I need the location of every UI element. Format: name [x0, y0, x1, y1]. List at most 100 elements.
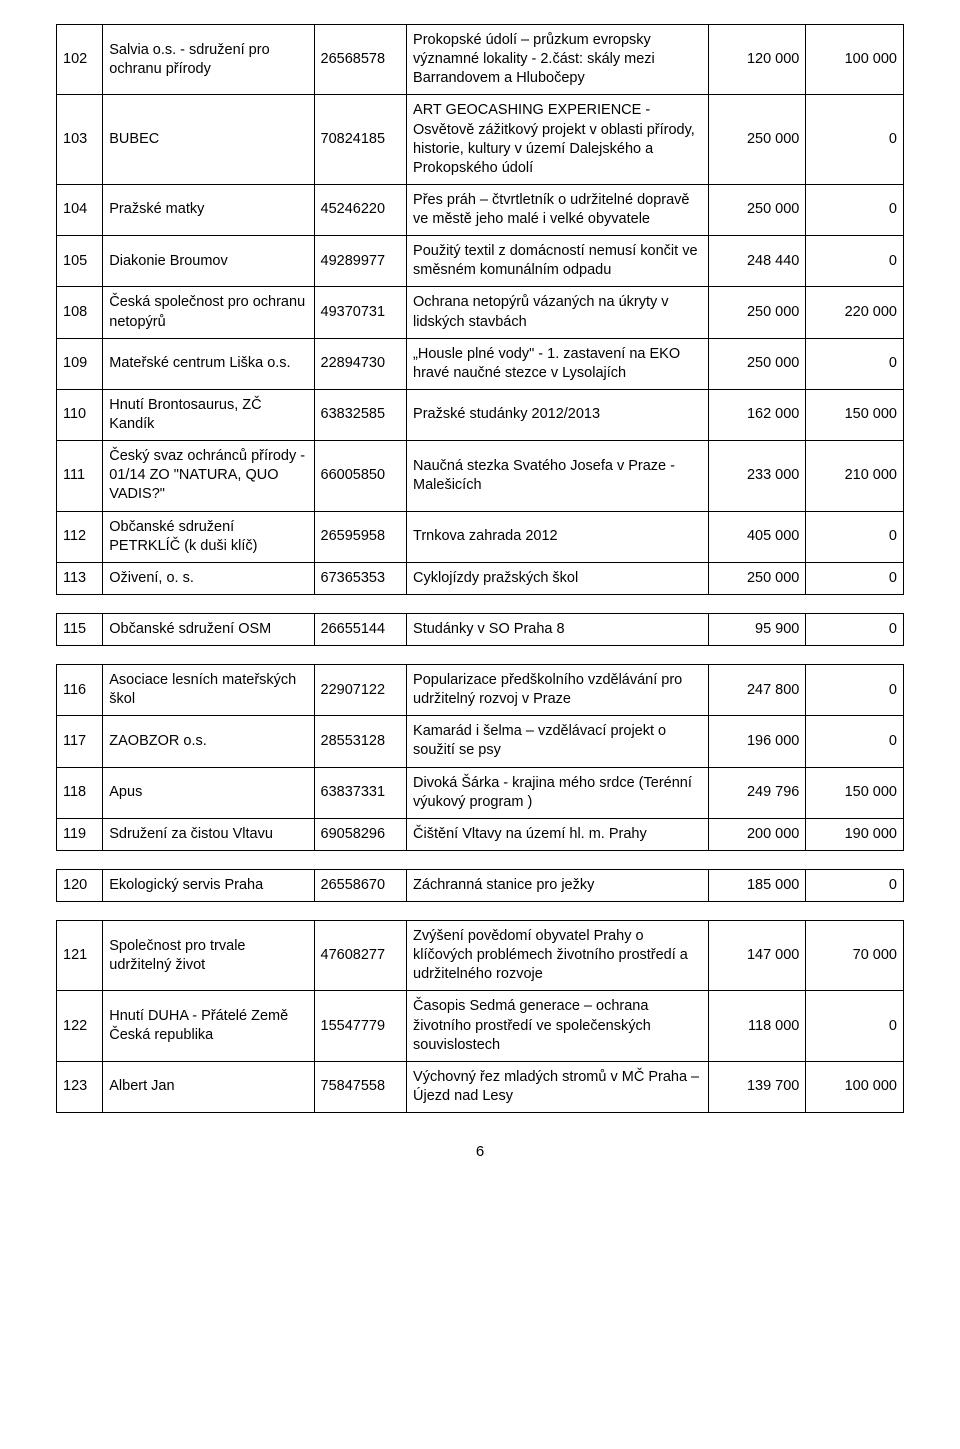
row-desc: Popularizace předškolního vzdělávání pro…	[407, 665, 709, 716]
row-name: Česká společnost pro ochranu netopýrů	[103, 287, 314, 338]
row-amount-1: 196 000	[708, 716, 806, 767]
row-desc: Trnkova zahrada 2012	[407, 511, 709, 562]
row-ic: 15547779	[314, 991, 407, 1061]
row-amount-2: 150 000	[806, 389, 904, 440]
table-row: 111Český svaz ochránců přírody - 01/14 Z…	[57, 441, 904, 511]
spacer-cell	[57, 902, 904, 921]
row-amount-1: 248 440	[708, 236, 806, 287]
row-amount-2: 70 000	[806, 921, 904, 991]
row-desc: Přes práh – čtvrtletník o udržitelné dop…	[407, 184, 709, 235]
row-number: 112	[57, 511, 103, 562]
row-name: Apus	[103, 767, 314, 818]
row-amount-1: 200 000	[708, 818, 806, 850]
table-row: 113Oživení, o. s.67365353Cyklojízdy praž…	[57, 562, 904, 594]
row-amount-1: 405 000	[708, 511, 806, 562]
row-number: 109	[57, 338, 103, 389]
row-desc: Cyklojízdy pražských škol	[407, 562, 709, 594]
row-desc: Použitý textil z domácností nemusí konči…	[407, 236, 709, 287]
table-row: 115Občanské sdružení OSM26655144Studánky…	[57, 613, 904, 645]
row-amount-1: 95 900	[708, 613, 806, 645]
row-ic: 26568578	[314, 25, 407, 95]
row-desc: Pražské studánky 2012/2013	[407, 389, 709, 440]
table-spacer	[57, 850, 904, 869]
row-name: Občanské sdružení PETRKLÍČ (k duši klíč)	[103, 511, 314, 562]
row-name: Český svaz ochránců přírody - 01/14 ZO "…	[103, 441, 314, 511]
row-ic: 49370731	[314, 287, 407, 338]
table-spacer	[57, 902, 904, 921]
table-row: 121Společnost pro trvale udržitelný živo…	[57, 921, 904, 991]
row-number: 111	[57, 441, 103, 511]
row-amount-1: 185 000	[708, 869, 806, 901]
row-ic: 22907122	[314, 665, 407, 716]
row-desc: Výchovný řez mladých stromů v MČ Praha –…	[407, 1061, 709, 1112]
row-name: Hnutí Brontosaurus, ZČ Kandík	[103, 389, 314, 440]
row-name: Asociace lesních mateřských škol	[103, 665, 314, 716]
row-ic: 67365353	[314, 562, 407, 594]
row-amount-1: 147 000	[708, 921, 806, 991]
row-amount-1: 250 000	[708, 562, 806, 594]
row-desc: Divoká Šárka - krajina mého srdce (Terén…	[407, 767, 709, 818]
row-amount-1: 120 000	[708, 25, 806, 95]
table-row: 103BUBEC70824185ART GEOCASHING EXPERIENC…	[57, 95, 904, 185]
row-desc: Naučná stezka Svatého Josefa v Praze - M…	[407, 441, 709, 511]
row-ic: 49289977	[314, 236, 407, 287]
row-amount-2: 0	[806, 236, 904, 287]
page: 102Salvia o.s. - sdružení pro ochranu př…	[0, 0, 960, 1449]
table-row: 120Ekologický servis Praha26558670Záchra…	[57, 869, 904, 901]
row-amount-2: 190 000	[806, 818, 904, 850]
row-number: 120	[57, 869, 103, 901]
row-number: 110	[57, 389, 103, 440]
row-ic: 26595958	[314, 511, 407, 562]
table-row: 109Mateřské centrum Liška o.s.22894730„H…	[57, 338, 904, 389]
row-name: BUBEC	[103, 95, 314, 185]
row-number: 118	[57, 767, 103, 818]
row-amount-2: 0	[806, 511, 904, 562]
row-desc: Zvýšení povědomí obyvatel Prahy o klíčov…	[407, 921, 709, 991]
row-amount-2: 0	[806, 665, 904, 716]
row-amount-1: 139 700	[708, 1061, 806, 1112]
row-desc: Časopis Sedmá generace – ochrana životní…	[407, 991, 709, 1061]
table-row: 116Asociace lesních mateřských škol22907…	[57, 665, 904, 716]
row-amount-1: 250 000	[708, 184, 806, 235]
row-number: 123	[57, 1061, 103, 1112]
row-name: Mateřské centrum Liška o.s.	[103, 338, 314, 389]
row-amount-1: 118 000	[708, 991, 806, 1061]
page-number: 6	[56, 1113, 904, 1170]
row-ic: 28553128	[314, 716, 407, 767]
table-row: 122Hnutí DUHA - Přátelé Země Česká repub…	[57, 991, 904, 1061]
row-number: 117	[57, 716, 103, 767]
spacer-cell	[57, 646, 904, 665]
row-amount-2: 220 000	[806, 287, 904, 338]
row-amount-2: 0	[806, 338, 904, 389]
row-name: Ekologický servis Praha	[103, 869, 314, 901]
table-row: 108Česká společnost pro ochranu netopýrů…	[57, 287, 904, 338]
row-amount-2: 0	[806, 95, 904, 185]
row-desc: „Housle plné vody" - 1. zastavení na EKO…	[407, 338, 709, 389]
table-row: 117ZAOBZOR o.s.28553128Kamarád i šelma –…	[57, 716, 904, 767]
row-desc: Ochrana netopýrů vázaných na úkryty v li…	[407, 287, 709, 338]
row-amount-2: 0	[806, 562, 904, 594]
table-row: 112Občanské sdružení PETRKLÍČ (k duši kl…	[57, 511, 904, 562]
row-amount-1: 162 000	[708, 389, 806, 440]
row-ic: 22894730	[314, 338, 407, 389]
row-number: 103	[57, 95, 103, 185]
row-desc: Kamarád i šelma – vzdělávací projekt o s…	[407, 716, 709, 767]
row-number: 122	[57, 991, 103, 1061]
row-name: Oživení, o. s.	[103, 562, 314, 594]
row-amount-2: 0	[806, 869, 904, 901]
table-row: 123Albert Jan75847558Výchovný řez mladýc…	[57, 1061, 904, 1112]
table-row: 118Apus63837331Divoká Šárka - krajina mé…	[57, 767, 904, 818]
row-number: 115	[57, 613, 103, 645]
row-number: 105	[57, 236, 103, 287]
row-desc: Čištění Vltavy na území hl. m. Prahy	[407, 818, 709, 850]
row-amount-1: 250 000	[708, 95, 806, 185]
row-name: ZAOBZOR o.s.	[103, 716, 314, 767]
row-name: Albert Jan	[103, 1061, 314, 1112]
spacer-cell	[57, 850, 904, 869]
row-ic: 26558670	[314, 869, 407, 901]
row-name: Hnutí DUHA - Přátelé Země Česká republik…	[103, 991, 314, 1061]
row-number: 116	[57, 665, 103, 716]
row-name: Společnost pro trvale udržitelný život	[103, 921, 314, 991]
table-row: 105Diakonie Broumov49289977Použitý texti…	[57, 236, 904, 287]
row-number: 108	[57, 287, 103, 338]
